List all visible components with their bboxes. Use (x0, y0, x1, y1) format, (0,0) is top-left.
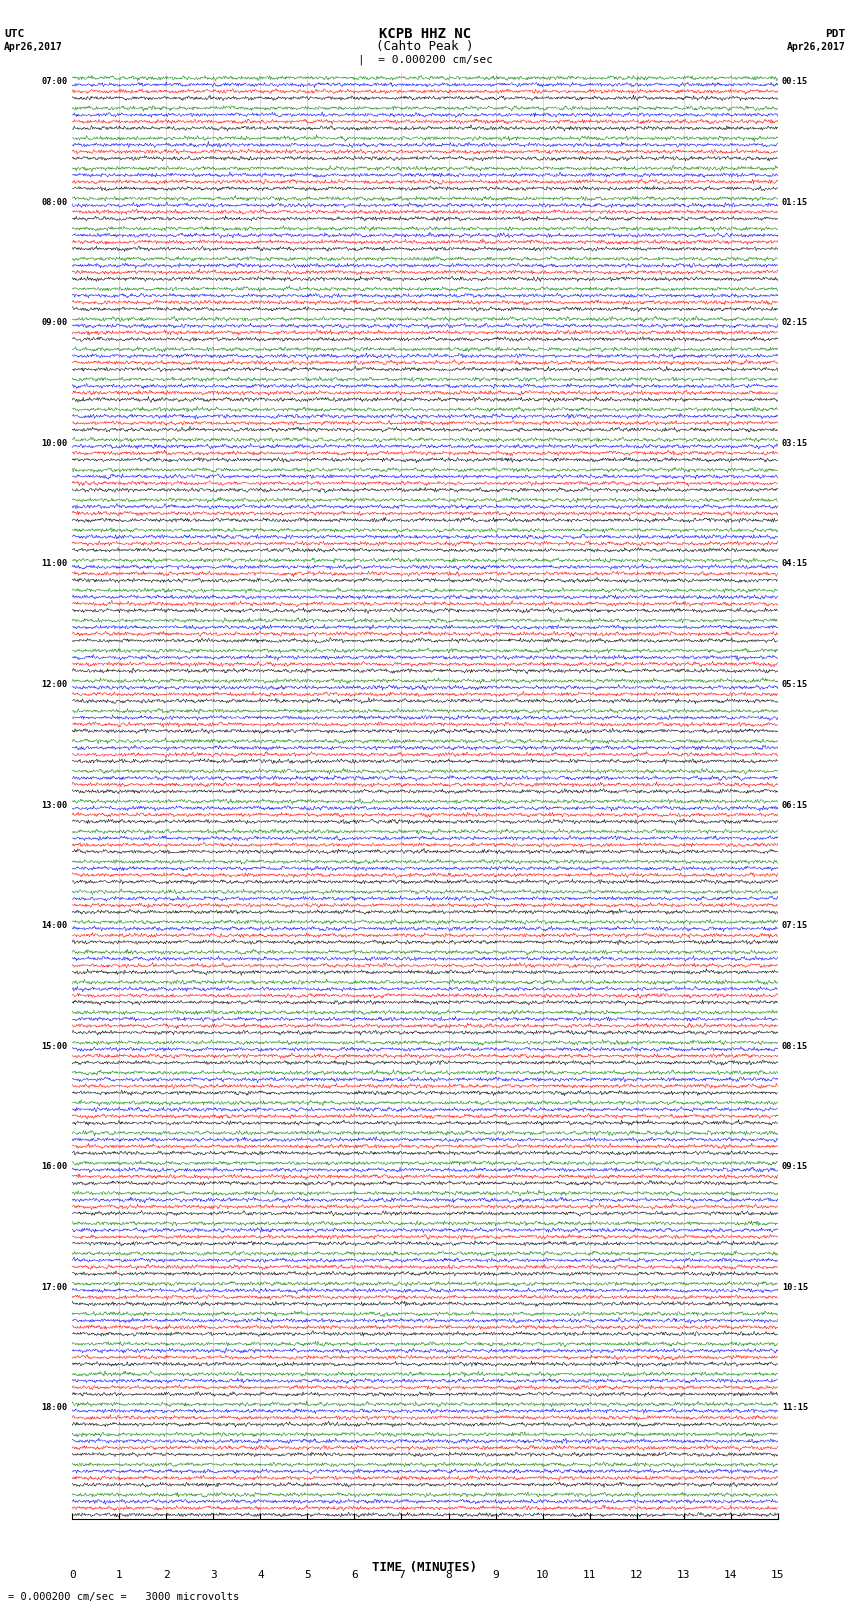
Text: KCPB HHZ NC: KCPB HHZ NC (379, 27, 471, 40)
Text: 08:15: 08:15 (782, 1042, 808, 1050)
Text: 02:15: 02:15 (782, 318, 808, 327)
Text: 11:00: 11:00 (42, 560, 68, 568)
Text: 12:00: 12:00 (42, 681, 68, 689)
Text: 13:00: 13:00 (42, 800, 68, 810)
Text: 07:00: 07:00 (42, 77, 68, 85)
Text: 01:15: 01:15 (782, 198, 808, 206)
Text: PDT: PDT (825, 29, 846, 39)
Text: 09:15: 09:15 (782, 1163, 808, 1171)
Text: Apr26,2017: Apr26,2017 (787, 42, 846, 52)
Text: 18:00: 18:00 (42, 1403, 68, 1413)
Text: 06:15: 06:15 (782, 800, 808, 810)
Text: 08:00: 08:00 (42, 198, 68, 206)
Text: Apr26,2017: Apr26,2017 (4, 42, 63, 52)
Text: = 0.000200 cm/sec =   3000 microvolts: = 0.000200 cm/sec = 3000 microvolts (8, 1592, 240, 1602)
Text: 07:15: 07:15 (782, 921, 808, 931)
Text: 09:00: 09:00 (42, 318, 68, 327)
Text: UTC: UTC (4, 29, 25, 39)
Text: 14:00: 14:00 (42, 921, 68, 931)
Text: 00:15: 00:15 (782, 77, 808, 85)
Text: 03:15: 03:15 (782, 439, 808, 448)
Text: |  = 0.000200 cm/sec: | = 0.000200 cm/sec (358, 55, 492, 65)
Text: 10:00: 10:00 (42, 439, 68, 448)
Text: 04:15: 04:15 (782, 560, 808, 568)
Text: 05:15: 05:15 (782, 681, 808, 689)
Text: (Cahto Peak ): (Cahto Peak ) (377, 40, 473, 53)
Text: 11:15: 11:15 (782, 1403, 808, 1413)
Text: 17:00: 17:00 (42, 1282, 68, 1292)
Text: TIME (MINUTES): TIME (MINUTES) (372, 1561, 478, 1574)
Text: 16:00: 16:00 (42, 1163, 68, 1171)
Text: 10:15: 10:15 (782, 1282, 808, 1292)
Text: 15:00: 15:00 (42, 1042, 68, 1050)
